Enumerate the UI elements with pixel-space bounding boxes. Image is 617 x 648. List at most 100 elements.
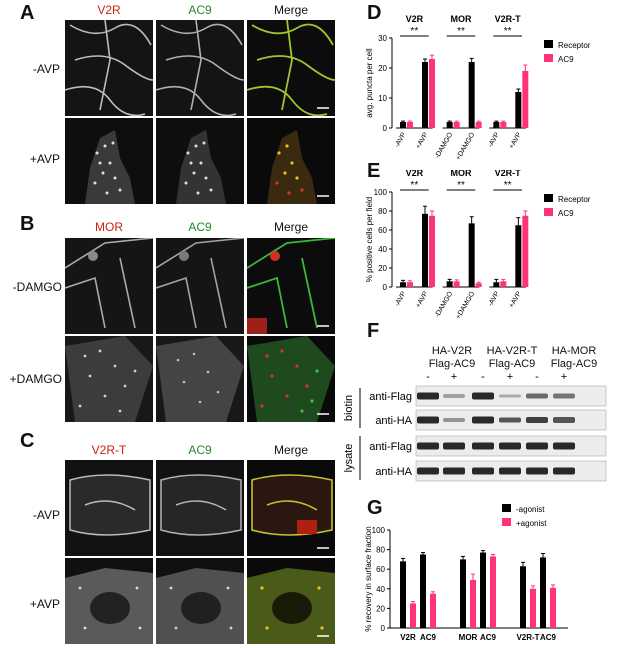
panel-a-row-label-2: +AVP <box>29 152 60 166</box>
blot-band <box>443 442 465 450</box>
blot-strip-biotin-anti-flag <box>415 385 607 407</box>
bar <box>530 588 536 628</box>
significance-marker: ** <box>504 26 512 37</box>
x-tick-label: -AVP <box>487 290 501 307</box>
panel-b-header-2: AC9 <box>188 220 212 234</box>
blot-band <box>417 392 439 400</box>
lane-sign: - <box>481 371 485 383</box>
panel-a-header-3: Merge <box>273 3 308 17</box>
group-title: MOR <box>451 170 472 178</box>
y-tick-label: 60 <box>376 565 385 574</box>
panel-c-row-label-1: -AVP <box>32 508 60 522</box>
blot-band <box>443 394 465 398</box>
panel-a-row-label-1: -AVP <box>32 62 60 76</box>
lane-sign: + <box>451 371 457 383</box>
y-tick-label: 40 <box>376 585 385 594</box>
y-axis-label: % positive cells per field <box>365 197 374 282</box>
bar <box>407 282 413 287</box>
blot-band <box>472 416 494 424</box>
panel-c-header-1: V2R-T <box>91 443 127 457</box>
bar <box>410 603 416 628</box>
legend-swatch <box>502 518 511 526</box>
bar <box>493 282 500 287</box>
section-label-lysate: lysate <box>343 444 355 473</box>
blot-label: anti-HA <box>375 415 412 427</box>
y-tick-label: 20 <box>378 64 387 73</box>
panel-a-header-1: V2R <box>97 3 121 17</box>
group-title: V2R <box>406 170 424 178</box>
western-blot-figure: - + - + - + anti-Flag anti-HA anti-Flag anti-HA bi… <box>343 371 607 482</box>
micrograph-a-merge-minus-avp <box>247 20 335 116</box>
panel-b-row-label-2: +DAMGO <box>9 372 62 386</box>
blot-band <box>499 394 521 398</box>
y-axis-label: avg. puncta per cell <box>365 48 374 118</box>
legend-label: AC9 <box>558 209 574 218</box>
micrograph-c-v2r-t-plus-avp <box>65 558 153 644</box>
y-tick-label: 60 <box>378 226 387 235</box>
bar <box>453 122 460 128</box>
y-tick-label: 0 <box>381 624 386 633</box>
panel-c-header-3: Merge <box>273 443 308 457</box>
legend-swatch <box>544 54 553 62</box>
x-tick-label: +AVP <box>415 290 430 309</box>
blot-band <box>499 467 521 475</box>
panel-letter-f: F <box>367 320 380 342</box>
micrograph-a-v2r-plus-avp <box>65 118 153 204</box>
blot-band <box>472 442 494 450</box>
micrograph-a-ac9-minus-avp <box>156 20 244 116</box>
x-tick-label: AC9 <box>540 633 557 642</box>
group-title: V2R-T <box>495 170 522 178</box>
y-axis-label: % recovery in surface fraction <box>364 526 373 631</box>
blot-band <box>443 467 465 475</box>
legend-swatch <box>544 40 553 48</box>
panel-letter-a: A <box>20 2 35 24</box>
panel-letter-g: G <box>367 497 383 519</box>
legend-label: +agonist <box>516 519 547 528</box>
blot-band <box>526 442 548 450</box>
y-tick-label: 10 <box>378 94 387 103</box>
micrograph-b-merge-minus-damgo <box>247 238 335 334</box>
x-tick-label: +DAMGO <box>455 131 477 160</box>
legend-label: AC9 <box>558 55 574 64</box>
blot-label: anti-Flag <box>369 391 412 403</box>
significance-marker: ** <box>457 26 465 37</box>
bar <box>446 122 453 128</box>
panel-a-header-2: AC9 <box>188 3 212 17</box>
legend-swatch <box>544 208 553 216</box>
panel-letter-c: C <box>20 430 35 452</box>
bar <box>468 62 475 128</box>
x-tick-label: -AVP <box>394 131 408 148</box>
bar <box>420 554 426 628</box>
bar <box>422 62 428 128</box>
blot-label: anti-Flag <box>369 441 412 453</box>
bar <box>500 122 507 128</box>
micrograph-b-merge-plus-damgo <box>247 336 335 422</box>
lane-group-3-line2: Flag-AC9 <box>550 358 598 370</box>
panel-b-header-1: MOR <box>95 220 123 234</box>
bar <box>550 587 556 628</box>
blot-band <box>553 393 575 399</box>
x-tick-label: -DAMGO <box>434 290 455 319</box>
panel-b-header-3: Merge <box>273 220 308 234</box>
bar <box>490 556 496 628</box>
micrograph-b-mor-minus-damgo <box>65 238 153 334</box>
bar <box>429 215 435 287</box>
lane-group-1-line1: HA-V2R <box>431 345 473 357</box>
bar <box>453 281 460 287</box>
legend-swatch <box>544 194 553 202</box>
y-tick-label: 80 <box>378 207 387 216</box>
bar <box>540 557 546 628</box>
micrograph-c-ac9-minus-avp <box>156 460 244 556</box>
blot-band <box>472 392 494 400</box>
y-tick-label: 100 <box>374 188 388 197</box>
blot-band <box>499 442 521 450</box>
y-tick-label: 80 <box>376 546 385 555</box>
bar <box>422 213 428 287</box>
micrograph-a-merge-plus-avp <box>247 118 335 204</box>
micrograph-a-v2r-minus-avp <box>65 20 153 116</box>
micrograph-b-mor-plus-damgo <box>65 336 153 422</box>
lane-group-2-line1: HA-V2R-T <box>486 345 538 357</box>
lane-sign: + <box>507 371 513 383</box>
x-tick-label: AC9 <box>480 633 497 642</box>
y-tick-label: 0 <box>383 283 388 292</box>
